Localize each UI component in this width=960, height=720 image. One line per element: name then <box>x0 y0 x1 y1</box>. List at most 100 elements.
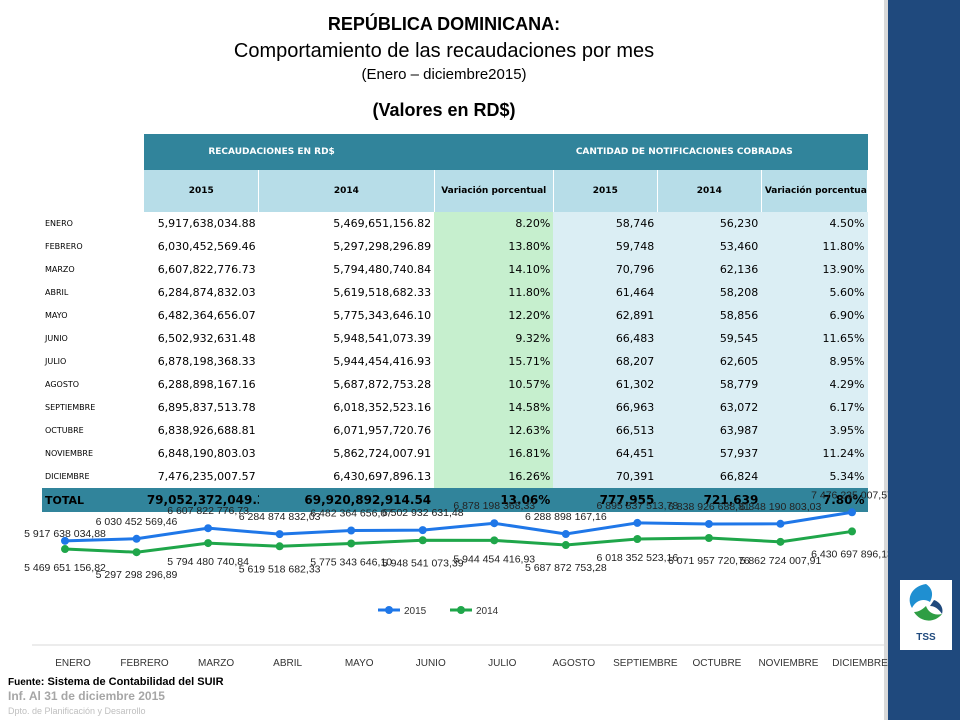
cell-n2015: 61,464 <box>553 281 658 304</box>
table-row: JULIO 6,878,198,368.33 5,944,454,416.93 15.… <box>42 350 868 373</box>
data-point-2015 <box>561 530 570 539</box>
cell-month: NOVIEMBRE <box>42 442 144 465</box>
cell-month: JUNIO <box>42 327 144 350</box>
cell-month: ENERO <box>42 212 144 235</box>
data-label-2014: 5 794 480 740,84 <box>167 556 249 568</box>
cell-rvar: 12.20% <box>434 304 554 327</box>
cell-n2014: 66,824 <box>657 465 762 488</box>
data-point-2014 <box>132 548 141 557</box>
x-tick-label: ABRIL <box>273 658 302 669</box>
cell-nvar: 13.90% <box>761 258 868 281</box>
data-label-2015: 6 288 898 167,16 <box>525 511 607 523</box>
data-label-2014: 5 948 541 073,39 <box>382 557 464 569</box>
cell-n2014: 62,136 <box>657 258 762 281</box>
cell-r2015: 6,288,898,167.16 <box>143 373 259 396</box>
group-collections-header: RECAUDACIONES EN RD$ <box>143 134 435 170</box>
cell-r2015: 6,607,822,776.73 <box>143 258 259 281</box>
total-nvar: 7.80% <box>761 488 868 512</box>
cell-n2014: 57,937 <box>657 442 762 465</box>
cell-rvar: 11.80% <box>434 281 554 304</box>
data-label-2015: 6 838 926 688,81 <box>668 501 750 513</box>
cell-n2014: 53,460 <box>657 235 762 258</box>
col-nvar-header: Variación porcentual <box>761 170 869 212</box>
source-prefix: Fuente <box>8 677 41 688</box>
cell-nvar: 4.29% <box>761 373 868 396</box>
cell-month: FEBRERO <box>42 235 144 258</box>
legend-label-2015: 2015 <box>404 606 427 617</box>
data-point-2015 <box>633 518 642 527</box>
cell-n2015: 66,483 <box>553 327 658 350</box>
cell-r2014: 5,619,518,682.33 <box>258 281 435 304</box>
cell-month: OCTUBRE <box>42 419 144 442</box>
cell-month: AGOSTO <box>42 373 144 396</box>
cell-rvar: 16.81% <box>434 442 554 465</box>
source-line: Fuente: Sistema de Contabilidad del SUIR <box>8 676 224 688</box>
data-label-2015: 5 917 638 034,88 <box>24 528 106 540</box>
cell-n2014: 58,779 <box>657 373 762 396</box>
cell-r2014: 5,794,480,740.84 <box>258 258 435 281</box>
table-row: MAYO 6,482,364,656.07 5,775,343,646.10 12.2… <box>42 304 868 327</box>
data-point-2014 <box>704 534 713 543</box>
table-body: ENERO 5,917,638,034.88 5,469,651,156.82 8.2… <box>42 212 868 488</box>
source-body: : Sistema de Contabilidad del SUIR <box>40 676 224 688</box>
report-date: Inf. Al 31 de diciembre 2015 <box>8 689 165 703</box>
group-notifications-header: CANTIDAD DE NOTIFICACIONES COBRADAS <box>553 134 869 170</box>
data-point-2015 <box>776 519 785 528</box>
data-point-2014 <box>347 539 356 548</box>
data-label-2015: 6 502 932 631,48 <box>382 507 464 519</box>
data-point-2014 <box>61 545 69 554</box>
cell-n2015: 66,513 <box>553 419 658 442</box>
data-point-2014 <box>490 536 499 545</box>
cell-r2014: 5,687,872,753.28 <box>258 373 435 396</box>
cell-rvar: 16.26% <box>434 465 554 488</box>
data-point-2015 <box>275 530 284 539</box>
table-row: ABRIL 6,284,874,832.03 5,619,518,682.33 11.… <box>42 281 868 304</box>
col-r2014-header: 2014 <box>258 170 435 212</box>
data-label-2014: 5 862 724 007,91 <box>740 555 822 567</box>
x-tick-label: OCTUBRE <box>692 658 741 669</box>
x-tick-label: JUNIO <box>416 658 446 669</box>
x-tick-label: NOVIEMBRE <box>758 658 818 669</box>
cell-nvar: 8.95% <box>761 350 868 373</box>
department-label: Dpto. de Planificación y Desarrollo <box>8 706 146 716</box>
cell-r2014: 5,469,651,156.82 <box>258 212 435 235</box>
cell-month: ABRIL <box>42 281 144 304</box>
total-rvar: 13.06% <box>434 488 554 512</box>
cell-n2015: 64,451 <box>553 442 658 465</box>
cell-rvar: 12.63% <box>434 419 554 442</box>
cell-nvar: 11.24% <box>761 442 868 465</box>
total-r2014: 69,920,892,914.54 <box>258 488 435 512</box>
cell-n2014: 59,545 <box>657 327 762 350</box>
cell-nvar: 3.95% <box>761 419 868 442</box>
table-row: AGOSTO 6,288,898,167.16 5,687,872,753.28 10… <box>42 373 868 396</box>
data-label-2014: 5 619 518 682,33 <box>239 563 321 575</box>
data-label-2014: 6 018 352 523,16 <box>596 552 678 564</box>
total-r2015: 79,052,372,049.33 <box>143 488 259 512</box>
data-point-2014 <box>418 536 427 545</box>
data-label-2014: 6 430 697 896,13 <box>811 548 888 560</box>
data-label-2014: 5 944 454 416,93 <box>453 553 535 565</box>
table-row: JUNIO 6,502,932,631.48 5,948,541,073.39 9.3… <box>42 327 868 350</box>
page-title: REPÚBLICA DOMINICANA: <box>327 14 561 34</box>
units-label: (Valores en RD$) <box>372 100 516 120</box>
data-label-2015: 6 895 837 513,78 <box>596 500 678 512</box>
period-label: (Enero – diciembre2015) <box>361 66 527 83</box>
cell-n2015: 62,891 <box>553 304 658 327</box>
data-point-2014 <box>275 542 284 551</box>
data-label-2014: 5 775 343 646,10 <box>310 556 392 568</box>
x-tick-label: DICIEMBRE <box>832 658 888 669</box>
cell-rvar: 15.71% <box>434 350 554 373</box>
table-row: SEPTIEMBRE 6,895,837,513.78 6,018,352,523.… <box>42 396 868 419</box>
table-row: NOVIEMBRE 6,848,190,803.03 5,862,724,007.9… <box>42 442 868 465</box>
cell-r2015: 7,476,235,007.57 <box>143 465 259 488</box>
cell-n2014: 63,987 <box>657 419 762 442</box>
data-point-2015 <box>347 526 356 535</box>
cell-r2015: 6,878,198,368.33 <box>143 350 259 373</box>
x-tick-label: AGOSTO <box>553 658 596 669</box>
x-tick-label: JULIO <box>488 658 517 669</box>
cell-r2014: 6,071,957,720.76 <box>258 419 435 442</box>
cell-month: MARZO <box>42 258 144 281</box>
cell-rvar: 14.10% <box>434 258 554 281</box>
data-label-2014: 5 297 298 296,89 <box>96 569 178 581</box>
cell-r2014: 5,944,454,416.93 <box>258 350 435 373</box>
